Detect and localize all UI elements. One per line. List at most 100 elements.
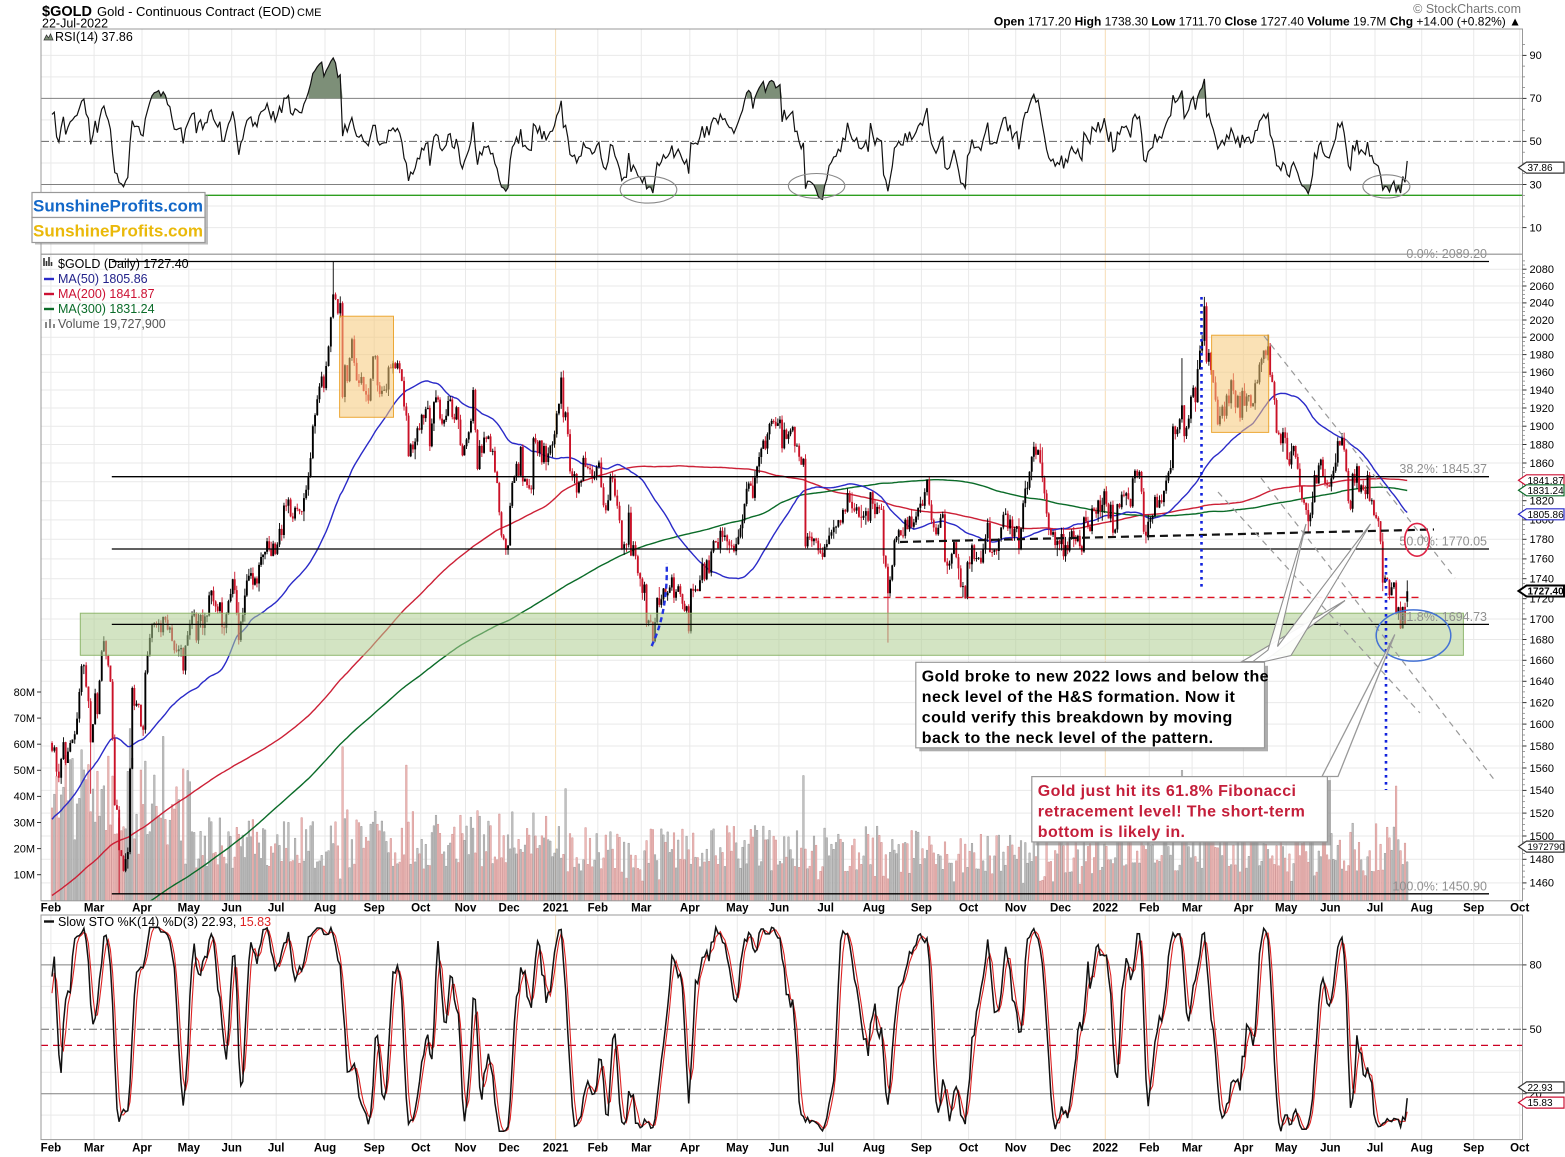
svg-text:Jun: Jun <box>1320 903 1340 915</box>
svg-text:Feb: Feb <box>41 903 61 915</box>
svg-text:Feb: Feb <box>1139 903 1159 915</box>
svg-text:1600: 1600 <box>1530 719 1554 731</box>
svg-text:Dec: Dec <box>499 1143 521 1155</box>
svg-text:1880: 1880 <box>1530 439 1554 451</box>
svg-text:Open 1717.20 High 1738.30 Low: Open 1717.20 High 1738.30 Low 1711.70 Cl… <box>994 15 1521 29</box>
svg-text:1580: 1580 <box>1530 741 1554 753</box>
svg-text:Apr: Apr <box>132 1143 152 1155</box>
svg-text:2080: 2080 <box>1530 264 1554 276</box>
svg-text:Jul: Jul <box>1367 903 1384 915</box>
svg-text:2000: 2000 <box>1530 332 1554 344</box>
svg-text:$GOLD: $GOLD <box>42 4 92 20</box>
svg-text:1680: 1680 <box>1530 634 1554 646</box>
svg-text:May: May <box>178 903 201 915</box>
svg-text:Slow STO %K(14) %D(3) 22.93, 1: Slow STO %K(14) %D(3) 22.93, 15.83 <box>58 915 271 929</box>
svg-text:1480: 1480 <box>1530 854 1554 866</box>
svg-text:20M: 20M <box>14 843 35 855</box>
svg-text:2022: 2022 <box>1093 1143 1119 1155</box>
svg-text:61.8%: 1694.73: 61.8%: 1694.73 <box>1399 610 1487 624</box>
svg-text:1972790: 1972790 <box>1528 842 1565 853</box>
svg-text:1740: 1740 <box>1530 574 1554 586</box>
svg-text:May: May <box>726 1143 749 1155</box>
svg-text:Apr: Apr <box>680 1143 700 1155</box>
svg-text:Apr: Apr <box>1233 1143 1253 1155</box>
svg-text:30: 30 <box>1530 179 1542 191</box>
svg-text:May: May <box>178 1143 201 1155</box>
svg-text:Nov: Nov <box>1005 1143 1027 1155</box>
svg-text:Mar: Mar <box>631 1143 652 1155</box>
svg-text:60M: 60M <box>14 739 35 751</box>
svg-text:MA(300) 1831.24: MA(300) 1831.24 <box>58 302 155 316</box>
svg-text:Feb: Feb <box>41 1143 61 1155</box>
svg-text:SunshineProfits.com: SunshineProfits.com <box>33 197 203 216</box>
svg-text:Jun: Jun <box>221 1143 241 1155</box>
svg-text:37.86: 37.86 <box>1528 163 1553 174</box>
svg-text:Jul: Jul <box>1367 1143 1384 1155</box>
svg-text:80M: 80M <box>14 687 35 699</box>
svg-text:10M: 10M <box>14 870 35 882</box>
svg-text:Gold just hit its 61.8% Fibona: Gold just hit its 61.8% Fibonacci <box>1038 783 1297 800</box>
svg-text:Oct: Oct <box>959 903 978 915</box>
svg-text:1940: 1940 <box>1530 385 1554 397</box>
svg-text:Feb: Feb <box>588 1143 608 1155</box>
svg-text:$GOLD (Daily) 1727.40: $GOLD (Daily) 1727.40 <box>58 257 189 271</box>
svg-text:Dec: Dec <box>1050 903 1072 915</box>
svg-text:MA(200) 1841.87: MA(200) 1841.87 <box>58 287 155 301</box>
svg-text:1780: 1780 <box>1530 534 1554 546</box>
svg-text:© StockCharts.com: © StockCharts.com <box>1413 2 1521 16</box>
svg-text:Jul: Jul <box>817 903 834 915</box>
svg-text:22.93: 22.93 <box>1528 1083 1553 1094</box>
svg-text:1760: 1760 <box>1530 554 1554 566</box>
svg-text:Sep: Sep <box>1463 1143 1484 1155</box>
svg-text:Oct: Oct <box>959 1143 978 1155</box>
svg-text:Dec: Dec <box>1050 1143 1072 1155</box>
svg-text:Jul: Jul <box>268 903 285 915</box>
svg-text:15.83: 15.83 <box>1528 1098 1553 1109</box>
svg-text:Mar: Mar <box>84 1143 105 1155</box>
svg-text:2060: 2060 <box>1530 281 1554 293</box>
svg-text:38.2%: 1845.37: 38.2%: 1845.37 <box>1399 462 1487 476</box>
svg-text:1860: 1860 <box>1530 458 1554 470</box>
svg-text:1460: 1460 <box>1530 878 1554 890</box>
svg-text:50M: 50M <box>14 765 35 777</box>
svg-text:1900: 1900 <box>1530 421 1554 433</box>
svg-text:1560: 1560 <box>1530 763 1554 775</box>
svg-text:1920: 1920 <box>1530 403 1554 415</box>
svg-text:Oct: Oct <box>411 903 430 915</box>
svg-text:MA(50) 1805.86: MA(50) 1805.86 <box>58 272 148 286</box>
svg-text:back to the neck level of the: back to the neck level of the pattern. <box>922 730 1214 747</box>
svg-text:30M: 30M <box>14 817 35 829</box>
svg-text:1660: 1660 <box>1530 655 1554 667</box>
svg-text:Aug: Aug <box>1411 1143 1433 1155</box>
svg-text:Aug: Aug <box>314 903 336 915</box>
svg-text:May: May <box>1275 1143 1298 1155</box>
svg-text:SunshineProfits.com: SunshineProfits.com <box>33 222 203 241</box>
svg-text:Mar: Mar <box>1182 903 1203 915</box>
svg-text:Oct: Oct <box>1510 1143 1529 1155</box>
svg-text:bottom is likely in.: bottom is likely in. <box>1038 824 1186 841</box>
svg-text:1805.86: 1805.86 <box>1528 510 1565 521</box>
svg-text:RSI(14) 37.86: RSI(14) 37.86 <box>55 30 133 44</box>
svg-text:Sep: Sep <box>364 1143 385 1155</box>
svg-text:Jul: Jul <box>817 1143 834 1155</box>
svg-text:1620: 1620 <box>1530 697 1554 709</box>
svg-text:Nov: Nov <box>1005 903 1027 915</box>
svg-text:Volume 19,727,900: Volume 19,727,900 <box>58 317 166 331</box>
svg-text:2040: 2040 <box>1530 298 1554 310</box>
svg-text:Mar: Mar <box>631 903 652 915</box>
svg-text:Sep: Sep <box>911 903 932 915</box>
svg-text:Oct: Oct <box>1510 903 1529 915</box>
svg-text:22-Jul-2022: 22-Jul-2022 <box>42 17 108 31</box>
svg-text:40M: 40M <box>14 791 35 803</box>
svg-text:80: 80 <box>1530 960 1542 972</box>
svg-text:1841.87: 1841.87 <box>1528 476 1565 487</box>
svg-text:Dec: Dec <box>499 903 521 915</box>
svg-text:2021: 2021 <box>543 903 569 915</box>
svg-text:Jul: Jul <box>268 1143 285 1155</box>
svg-text:Aug: Aug <box>1411 903 1433 915</box>
svg-text:retracement level! The short-t: retracement level! The short-term <box>1038 804 1306 821</box>
svg-text:could verify this breakdown by: could verify this breakdown by moving <box>922 710 1233 727</box>
svg-text:Mar: Mar <box>84 903 105 915</box>
svg-text:Aug: Aug <box>314 1143 336 1155</box>
svg-text:Gold - Continuous Contract (EO: Gold - Continuous Contract (EOD) <box>97 4 295 19</box>
